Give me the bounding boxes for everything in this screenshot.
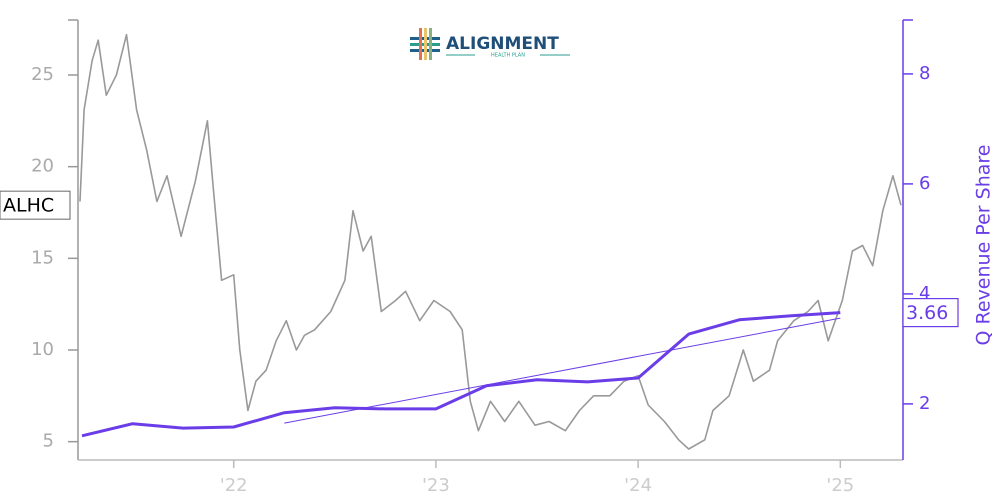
logo: ALIGNMENT HEALTH PLAN: [410, 28, 570, 60]
series-line: [79, 33, 902, 450]
series-line: [284, 317, 841, 424]
x-tick-label: '24: [624, 475, 652, 496]
y2-axis-title: Q Revenue Per Share: [973, 145, 995, 346]
series-line: [81, 311, 841, 438]
price-label: ALHC: [3, 195, 54, 217]
y-tick-label: 15: [31, 247, 54, 268]
revenue-label-box: [902, 298, 959, 328]
revenue-label: 3.66: [906, 302, 948, 324]
logo-tagline: HEALTH PLAN: [491, 53, 525, 59]
y2-tick-label: 8: [919, 63, 930, 84]
y-tick-label: 10: [31, 339, 54, 360]
logo-name: ALIGNMENT: [446, 34, 559, 54]
y-tick-label: 25: [31, 64, 54, 85]
price-label-box: [0, 190, 71, 220]
y2-tick-label: 2: [919, 393, 930, 414]
y-tick-label: 20: [31, 156, 54, 177]
x-tick-label: '25: [826, 475, 854, 496]
y2-tick-label: 6: [919, 173, 930, 194]
x-tick-label: '23: [422, 475, 450, 496]
y2-tick-label: 4: [919, 283, 930, 304]
y-tick-label: 5: [43, 431, 54, 452]
x-tick-label: '22: [220, 475, 248, 496]
